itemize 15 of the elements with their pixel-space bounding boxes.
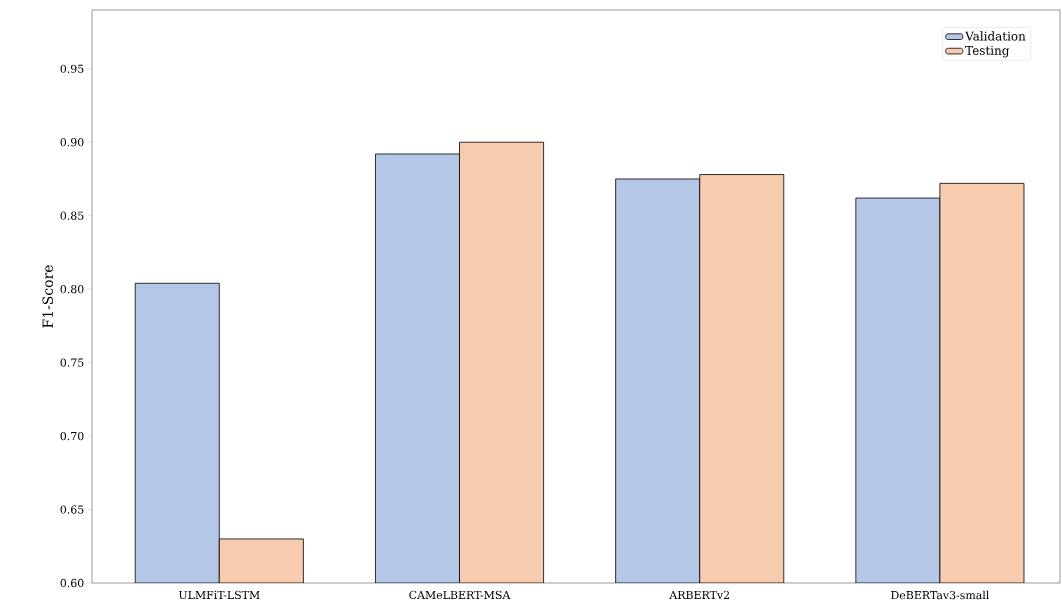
x-tick-label: CAMeLBERT-MSA (409, 590, 511, 600)
y-tick-label: 0.65 (60, 505, 84, 514)
y-axis-title: F1-Score (42, 265, 53, 328)
legend-label: Validation (965, 31, 1026, 41)
y-tick-label: 0.80 (60, 285, 84, 294)
x-tick-label: DeBERTav3-small (891, 590, 989, 600)
x-tick-label: ULMFiT-LSTM (178, 590, 260, 600)
y-tick-label: 0.90 (60, 138, 84, 147)
x-tick-label: ARBERTv2 (669, 590, 730, 599)
y-tick-label: 0.60 (60, 578, 84, 588)
y-tick-label: 0.85 (60, 211, 84, 220)
y-tick-label: 0.70 (60, 431, 84, 441)
y-tick-label: 0.75 (60, 358, 84, 367)
y-tick-label: 0.95 (60, 64, 84, 73)
legend-label: Testing (965, 45, 1010, 58)
